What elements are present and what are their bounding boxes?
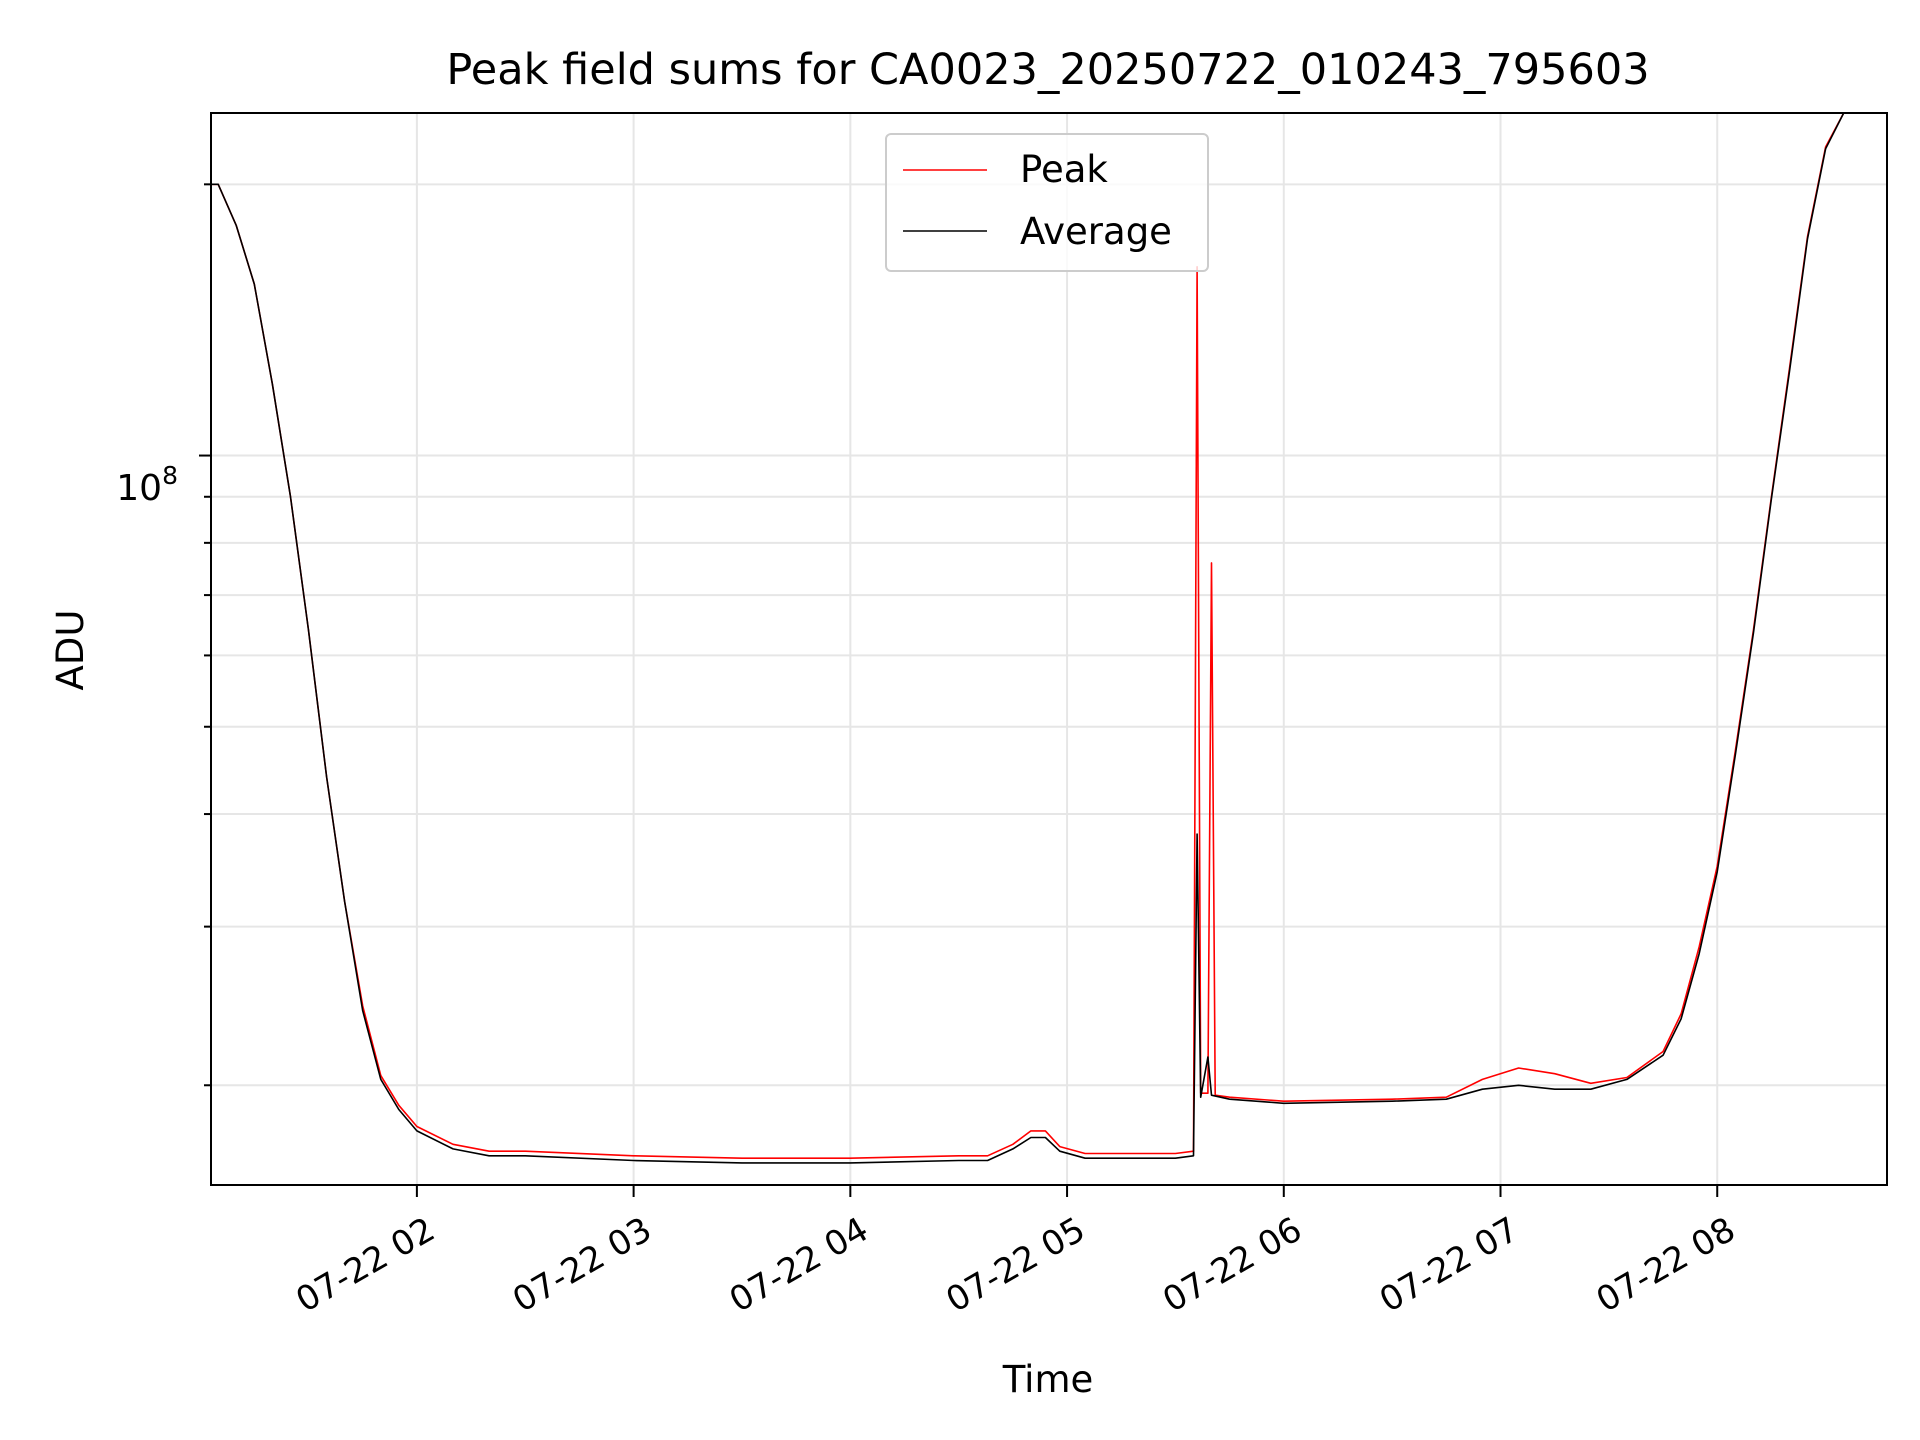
legend-label-peak: Peak	[1020, 148, 1108, 191]
x-axis-label: Time	[1002, 1358, 1094, 1401]
chart-title: Peak field sums for CA0023_20250722_0102…	[446, 45, 1649, 95]
y-tick-label-1e8: 108	[116, 461, 178, 509]
series-line-average	[211, 112, 1887, 1164]
series-lines	[211, 112, 1887, 1164]
plot-frame	[210, 112, 1888, 1186]
legend-box	[885, 133, 1209, 272]
y-axis-label: ADU	[49, 610, 92, 691]
legend-label-average: Average	[1020, 210, 1172, 253]
grid	[211, 113, 1887, 1185]
legend: Peak Average	[885, 133, 1209, 272]
